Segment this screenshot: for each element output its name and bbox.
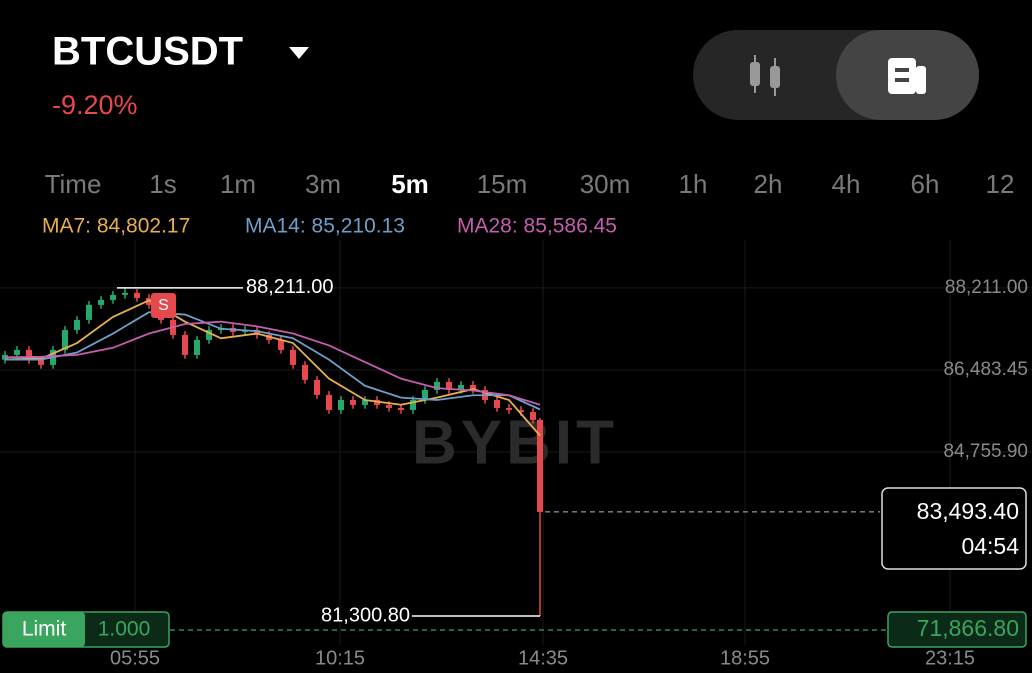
candle-body [206,329,212,340]
candle-body [494,399,500,408]
candle-body [446,381,452,390]
order-price: 71,866.80 [917,615,1019,641]
interval-tab[interactable]: Time [45,169,102,199]
last-price-box[interactable] [881,487,1027,570]
candle-body [434,381,440,390]
interval-tab[interactable]: 15m [477,169,528,199]
x-tick-label: 05:55 [110,647,160,669]
interval-tab[interactable]: 3m [305,169,341,199]
list-icon[interactable] [888,58,926,94]
sell-marker[interactable] [151,293,176,318]
low-marker-label: 81,300.80 [321,604,410,626]
candle-body [338,399,344,410]
y-tick-label: 88,211.00 [945,277,1028,298]
y-tick-label: 84,755.90 [943,441,1028,462]
candle-body [518,409,524,412]
candle-body [350,399,356,405]
ma-label: MA7: 84,802.17 [42,215,190,238]
interval-tab[interactable]: 2h [754,169,783,199]
interval-tab[interactable]: 6h [911,169,940,199]
candle-body [537,419,543,512]
ma-label: MA28: 85,586.45 [457,215,617,238]
order-qty: 1.000 [98,618,151,641]
symbol[interactable]: BTCUSDT [52,30,243,74]
candle-body [290,349,296,365]
y-tick-label: 86,483.45 [943,359,1028,380]
x-tick-label: 14:35 [518,647,568,669]
candle-body [530,411,536,420]
candle-body [398,407,404,410]
interval-tab[interactable]: 1s [149,169,176,199]
price-change: -9.20% [52,90,138,120]
interval-tabs: Time 1s 1m 3m 5m 15m 30m 1h 2h 4h 6h 12 [45,169,1015,199]
countdown: 04:54 [961,533,1019,559]
interval-tab[interactable]: 1h [679,169,708,199]
candle-body [182,334,188,355]
ma-line [4,299,541,437]
candle-body [110,294,116,300]
candle-body [386,404,392,408]
candle-body [326,394,332,410]
interval-tab[interactable]: 4h [832,169,861,199]
candle-body [146,297,152,305]
order-type-box[interactable] [3,612,85,647]
ma-label: MA14: 85,210.13 [245,215,405,238]
candle-body [302,364,308,380]
candle-body [74,319,80,330]
order-type: Limit [22,618,67,641]
candle-body [86,304,92,320]
candle-body [14,349,20,355]
candle-body [254,329,260,335]
last-price-label: 83,493.40 [917,498,1019,524]
interval-tab[interactable]: 1m [220,169,256,199]
watermark: BYBIT [412,408,618,477]
x-tick-label: 18:55 [720,647,770,669]
ma-legend: MA7: 84,802.17 MA14: 85,210.13 MA28: 85,58… [42,215,617,238]
interval-tab[interactable]: 30m [580,169,631,199]
candle-body [62,329,68,350]
candle-body [506,407,512,410]
candle-body [38,359,44,365]
ma-line [5,311,541,411]
candle-body [134,292,140,298]
candle-body [410,399,416,410]
sell-marker-label: S [158,297,169,314]
candle-body [422,389,428,400]
interval-tab[interactable]: 12 [986,169,1015,199]
candle-body [458,384,464,390]
interval-tab[interactable]: 5m [391,169,429,199]
order-price-box[interactable] [887,611,1027,648]
x-tick-label: 10:15 [315,647,365,669]
candle-body [470,384,476,390]
symbol-dropdown[interactable] [289,47,309,59]
candle-body [278,339,284,350]
candle-body [314,379,320,395]
candle-body [194,339,200,355]
candle-body [362,399,368,405]
ma-line [4,320,541,406]
high-marker-label: 88,211.00 [246,276,334,298]
x-tick-label: 23:15 [925,647,975,669]
candle-icon[interactable] [750,55,780,96]
candle-body [122,292,128,295]
candle-body [26,349,32,360]
candle-body [98,299,104,305]
chart: 05:55 10:15 14:35 18:55 23:15 88,211.00 86,483… [0,240,1032,669]
